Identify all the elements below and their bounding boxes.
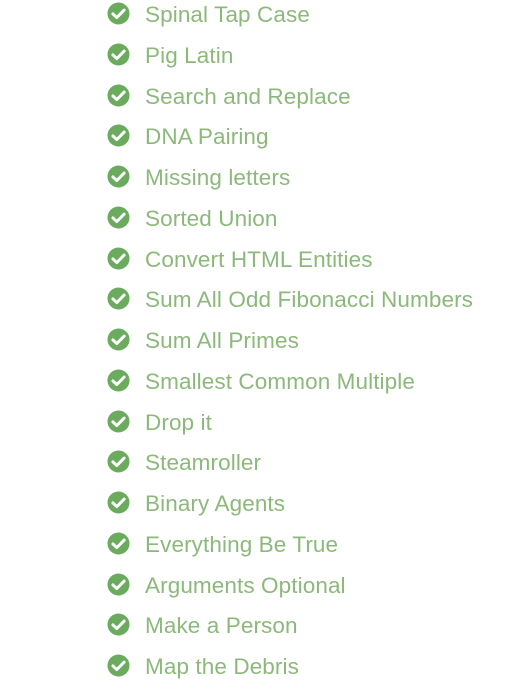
- challenge-link[interactable]: Arguments Optional: [145, 572, 346, 598]
- list-item[interactable]: Search and Replace: [107, 82, 473, 123]
- check-circle-icon: [107, 246, 130, 270]
- list-item[interactable]: Drop it: [107, 408, 473, 449]
- list-item[interactable]: Missing letters: [107, 163, 473, 204]
- list-item[interactable]: Arguments Optional: [107, 571, 473, 612]
- list-item[interactable]: Make a Person: [107, 611, 473, 652]
- challenge-link[interactable]: Smallest Common Multiple: [145, 368, 415, 394]
- list-item[interactable]: Everything Be True: [107, 530, 473, 571]
- list-item[interactable]: Sum All Primes: [107, 326, 473, 367]
- challenge-link[interactable]: Pig Latin: [145, 42, 234, 68]
- challenge-link[interactable]: Convert HTML Entities: [145, 246, 373, 272]
- challenge-link[interactable]: Make a Person: [145, 613, 298, 639]
- challenge-link[interactable]: Sum All Odd Fibonacci Numbers: [145, 287, 474, 313]
- list-item[interactable]: Sorted Union: [107, 204, 473, 245]
- check-circle-icon: [107, 328, 130, 351]
- check-circle-icon: [107, 124, 130, 147]
- list-item[interactable]: Spinal Tap Case: [107, 0, 473, 41]
- check-circle-icon: [107, 409, 130, 433]
- check-circle-icon: [107, 165, 130, 188]
- check-circle-icon: [107, 2, 130, 25]
- challenge-link[interactable]: Sum All Primes: [145, 328, 299, 353]
- challenge-link[interactable]: Steamroller: [145, 450, 262, 476]
- check-circle-icon: [107, 83, 130, 107]
- check-circle-icon: [107, 450, 130, 473]
- challenge-link[interactable]: Everything Be True: [145, 531, 339, 557]
- challenge-link[interactable]: Drop it: [145, 409, 212, 435]
- check-circle-icon: [107, 43, 130, 66]
- list-item[interactable]: Steamroller: [107, 448, 473, 489]
- list-item[interactable]: Convert HTML Entities: [107, 245, 473, 286]
- check-circle-icon: [107, 369, 130, 392]
- list-item[interactable]: Binary Agents: [107, 489, 473, 530]
- challenge-list: Spinal Tap Case Pig Latin Search and Rep…: [107, 0, 473, 693]
- list-item[interactable]: DNA Pairing: [107, 122, 473, 163]
- check-circle-icon: [107, 613, 130, 636]
- challenge-link[interactable]: Spinal Tap Case: [145, 2, 310, 27]
- check-circle-icon: [107, 532, 130, 555]
- check-circle-icon: [107, 491, 130, 514]
- check-circle-icon: [107, 287, 130, 310]
- challenge-link[interactable]: Sorted Union: [145, 205, 278, 231]
- check-circle-icon: [107, 572, 130, 596]
- list-item[interactable]: Pig Latin: [107, 41, 473, 82]
- challenge-link[interactable]: Map the Debris: [145, 654, 299, 679]
- list-item[interactable]: Smallest Common Multiple: [107, 367, 473, 408]
- check-circle-icon: [107, 206, 130, 229]
- list-item[interactable]: Map the Debris: [107, 652, 473, 693]
- challenge-link[interactable]: DNA Pairing: [145, 124, 269, 150]
- check-circle-icon: [107, 654, 130, 677]
- challenge-link[interactable]: Binary Agents: [145, 491, 286, 516]
- list-item[interactable]: Sum All Odd Fibonacci Numbers: [107, 285, 473, 326]
- challenge-link[interactable]: Search and Replace: [145, 83, 351, 109]
- challenge-link[interactable]: Missing letters: [145, 165, 291, 190]
